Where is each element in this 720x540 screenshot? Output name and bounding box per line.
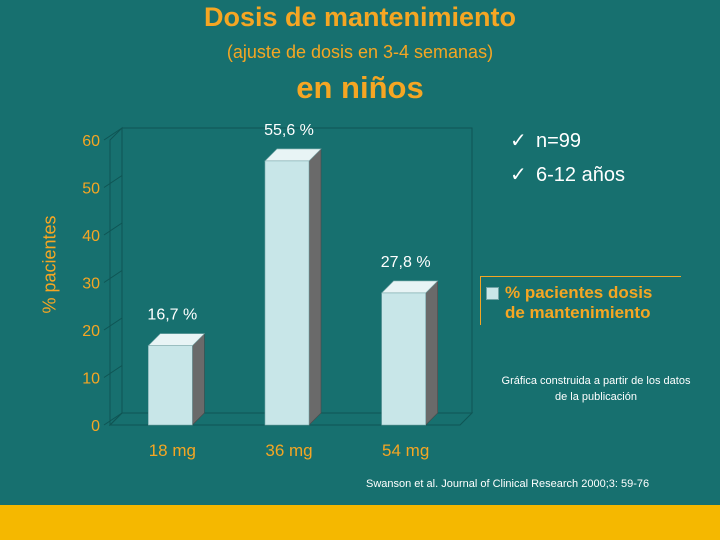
legend-label-line2: de mantenimiento [505, 303, 651, 322]
legend: % pacientes dosis de mantenimiento [480, 276, 681, 325]
plot-left-wall [109, 126, 123, 427]
y-tick [103, 412, 123, 426]
bar-chart: 0 10 20 30 40 50 60 18 mg 16,7 % 36 mg 55,6 % 54 mg… [82, 122, 474, 460]
footer-bar [0, 505, 720, 540]
data-label: 27,8 % [381, 254, 431, 271]
bar-side [192, 332, 205, 426]
y-tick-label: 10 [82, 371, 100, 388]
bar [381, 292, 426, 426]
y-tick-label: 20 [82, 323, 100, 340]
y-tick-label: 60 [82, 133, 100, 150]
y-tick-label: 40 [82, 228, 100, 245]
y-tick-label: 0 [91, 418, 100, 435]
chart-subtitle: (ajuste de dosis en 3-4 semanas) [226, 42, 494, 62]
y-tick [103, 365, 123, 378]
check-icon: ✓ [510, 164, 527, 186]
data-label: 55,6 % [264, 122, 314, 139]
bar [264, 160, 310, 426]
check-icon: ✓ [510, 130, 527, 152]
y-tick-label: 50 [82, 181, 100, 198]
bar-side [308, 148, 322, 426]
legend-label: % pacientes dosis de mantenimiento [505, 283, 652, 323]
y-tick [103, 175, 123, 188]
chart-subtitle-population: en niños [296, 70, 424, 105]
chart-title: Dosis de mantenimiento [203, 2, 517, 32]
x-tick-label: 18 mg [149, 441, 196, 460]
data-label: 16,7 % [147, 307, 197, 324]
bullet-text: n=99 [536, 130, 582, 152]
legend-swatch [486, 287, 499, 300]
bullet-age-range: ✓ 6-12 años [510, 158, 625, 192]
y-tick [103, 222, 123, 236]
bar-side [425, 280, 438, 426]
x-tick-label: 36 mg [265, 441, 312, 460]
bullet-text: 6-12 años [536, 164, 625, 186]
bar [148, 345, 193, 426]
y-tick [103, 317, 123, 331]
y-tick [103, 127, 123, 141]
y-tick-label: 30 [82, 276, 100, 293]
study-info: ✓ n=99 ✓ 6-12 años [510, 124, 625, 192]
y-tick [103, 270, 123, 283]
y-axis-label: % pacientes [39, 215, 60, 314]
bullet-sample-size: ✓ n=99 [510, 124, 625, 158]
legend-label-line1: % pacientes dosis [505, 283, 653, 302]
chart-note: Gráfica construida a partir de los datos… [501, 375, 691, 403]
x-tick-label: 54 mg [382, 441, 429, 460]
source-citation: Swanson et al. Journal of Clinical Resea… [366, 478, 650, 490]
